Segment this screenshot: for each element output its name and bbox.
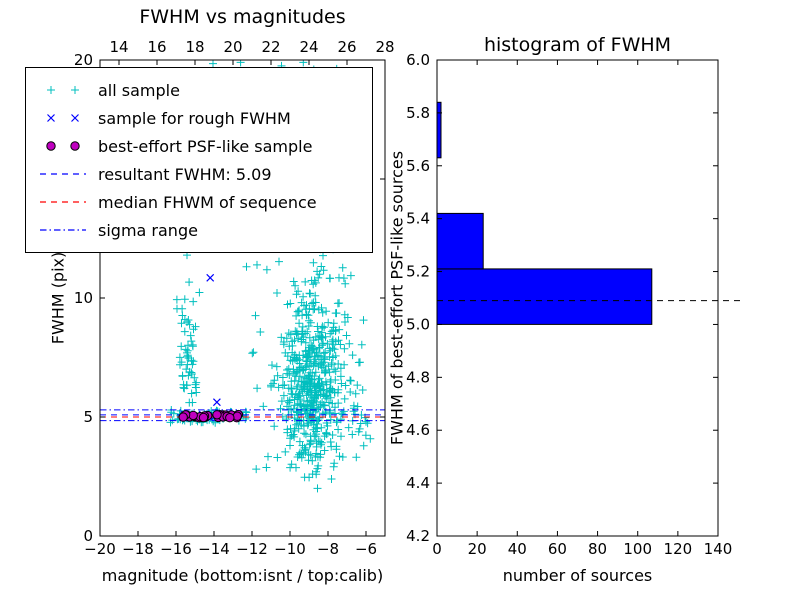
svg-text:5.2: 5.2 bbox=[406, 263, 430, 281]
svg-text:16: 16 bbox=[147, 38, 166, 56]
svg-text:40: 40 bbox=[508, 540, 527, 558]
svg-text:0: 0 bbox=[83, 527, 93, 545]
circle-marker-icon bbox=[38, 136, 88, 156]
right-plot-ylabel: FWHM of best-effort PSF-like sources bbox=[387, 150, 407, 446]
svg-text:80: 80 bbox=[588, 540, 607, 558]
svg-text:24: 24 bbox=[299, 38, 318, 56]
svg-text:5.0: 5.0 bbox=[406, 315, 430, 333]
legend-item-rough-fwhm-sample: sample for rough FWHM bbox=[32, 104, 366, 132]
left-plot-title: FWHM vs magnitudes bbox=[139, 6, 346, 28]
dashed-line-icon bbox=[38, 164, 88, 184]
svg-text:22: 22 bbox=[261, 38, 280, 56]
svg-text:20: 20 bbox=[468, 540, 487, 558]
svg-text:20: 20 bbox=[74, 51, 93, 69]
histogram-bar bbox=[436, 212, 484, 270]
svg-text:26: 26 bbox=[337, 38, 356, 56]
left-plot-xlabel: magnitude (bottom:isnt / top:calib) bbox=[101, 566, 384, 585]
legend-item-median-fwhm: median FHWM of sequence bbox=[32, 188, 366, 216]
legend-item-all-sample: all sample bbox=[32, 76, 366, 104]
legend-item-resultant-fwhm: resultant FWHM: 5.09 bbox=[32, 160, 366, 188]
psf-sample-layer bbox=[178, 409, 244, 423]
svg-text:−20: −20 bbox=[84, 540, 116, 558]
legend-label: all sample bbox=[98, 80, 180, 100]
svg-text:140: 140 bbox=[704, 540, 733, 558]
svg-text:−6: −6 bbox=[355, 540, 377, 558]
left-plot-ylabel: FWHM (pix) bbox=[48, 251, 68, 345]
svg-text:−18: −18 bbox=[122, 540, 154, 558]
svg-text:14: 14 bbox=[109, 38, 128, 56]
svg-text:60: 60 bbox=[548, 540, 567, 558]
svg-text:−14: −14 bbox=[198, 540, 230, 558]
x-marker-icon bbox=[38, 108, 88, 128]
svg-text:28: 28 bbox=[375, 38, 394, 56]
legend-item-psf-sample: best-effort PSF-like sample bbox=[32, 132, 366, 160]
svg-text:−12: −12 bbox=[236, 540, 268, 558]
dashed-line-icon bbox=[38, 192, 88, 212]
right-plot-xlabel: number of sources bbox=[502, 566, 653, 585]
svg-text:−16: −16 bbox=[160, 540, 192, 558]
right-plot-title: histogram of FWHM bbox=[483, 34, 672, 56]
svg-text:120: 120 bbox=[664, 540, 693, 558]
dashdot-line-icon bbox=[38, 220, 88, 240]
histogram-bar bbox=[436, 268, 653, 325]
legend-label: sample for rough FWHM bbox=[98, 108, 291, 128]
svg-text:100: 100 bbox=[623, 540, 652, 558]
svg-text:4.8: 4.8 bbox=[406, 368, 430, 386]
right-plot-frame bbox=[436, 59, 719, 537]
svg-text:20: 20 bbox=[223, 38, 242, 56]
legend-label: sigma range bbox=[98, 220, 198, 240]
svg-text:5.8: 5.8 bbox=[406, 104, 430, 122]
svg-text:10: 10 bbox=[74, 289, 93, 307]
svg-text:5.6: 5.6 bbox=[406, 157, 430, 175]
svg-text:0: 0 bbox=[432, 540, 442, 558]
svg-text:−8: −8 bbox=[317, 540, 339, 558]
plus-marker-icon bbox=[38, 80, 88, 100]
svg-text:6.0: 6.0 bbox=[406, 51, 430, 69]
histogram-bar bbox=[436, 101, 442, 159]
svg-text:18: 18 bbox=[185, 38, 204, 56]
svg-text:4.4: 4.4 bbox=[406, 474, 430, 492]
left-plot-frame bbox=[99, 59, 386, 537]
legend-label: best-effort PSF-like sample bbox=[98, 136, 313, 156]
legend-label: median FHWM of sequence bbox=[98, 192, 317, 212]
svg-text:4.6: 4.6 bbox=[406, 421, 430, 439]
legend: all sample sample for rough FWHM best-ef… bbox=[25, 67, 373, 253]
svg-text:4.2: 4.2 bbox=[406, 527, 430, 545]
svg-text:5: 5 bbox=[83, 408, 93, 426]
legend-label: resultant FWHM: 5.09 bbox=[98, 164, 272, 184]
legend-item-sigma-range: sigma range bbox=[32, 216, 366, 244]
svg-text:5.4: 5.4 bbox=[406, 210, 430, 228]
svg-text:−10: −10 bbox=[274, 540, 306, 558]
